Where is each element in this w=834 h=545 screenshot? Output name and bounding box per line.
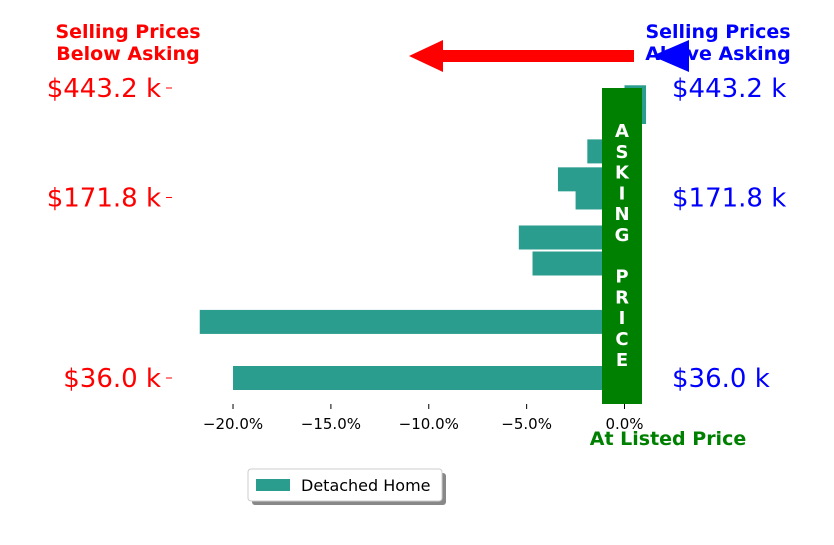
bars xyxy=(199,85,647,390)
y-tick-label-right-0: $36.0 k xyxy=(672,364,770,394)
asking-letter-3: I xyxy=(619,183,626,204)
x-tick-label-1: −15.0% xyxy=(301,415,361,433)
bar-0 xyxy=(233,366,625,390)
left-header-line-1: Selling Prices xyxy=(55,21,200,43)
asking-letter-9: I xyxy=(619,308,626,329)
bar-1 xyxy=(199,309,625,334)
y-tick-label-left-2: $443.2 k xyxy=(47,74,161,104)
asking-letter-7: P xyxy=(615,267,628,288)
legend-swatch xyxy=(256,479,290,491)
x-tick-label-3: −5.0% xyxy=(501,415,552,433)
x-tick-label-2: −10.0% xyxy=(399,415,459,433)
asking-letter-5: G xyxy=(615,225,630,246)
y-tick-label-left-0: $36.0 k xyxy=(63,364,161,394)
x-axis-label: At Listed Price xyxy=(590,428,746,450)
asking-letter-11: E xyxy=(616,350,628,371)
asking-price-band xyxy=(602,88,642,404)
legend-label: Detached Home xyxy=(301,476,431,495)
asking-letter-8: R xyxy=(615,287,629,308)
asking-letter-2: K xyxy=(615,163,630,184)
asking-letter-1: S xyxy=(616,142,629,163)
y-ticks-right: $36.0 k $171.8 k $443.2 k xyxy=(672,74,786,394)
legend: Detached Home xyxy=(247,468,446,505)
legend-box xyxy=(247,468,443,502)
y-tick-label-left-1: $171.8 k xyxy=(47,183,161,213)
asking-letter-4: N xyxy=(614,204,629,225)
asking-letter-0: A xyxy=(615,121,629,142)
asking-letter-10: C xyxy=(615,329,628,350)
arrows xyxy=(409,40,689,72)
left-header-line-2: Below Asking xyxy=(56,43,199,65)
y-tick-label-right-2: $443.2 k xyxy=(672,74,786,104)
left-arrow xyxy=(409,40,634,72)
right-arrow xyxy=(652,40,689,72)
x-ticks: −20.0% −15.0% −10.0% −5.0% 0.0% xyxy=(203,404,644,433)
x-tick-label-4: 0.0% xyxy=(605,415,643,433)
x-tick-label-0: −20.0% xyxy=(203,415,263,433)
right-header-line-1: Selling Prices xyxy=(645,21,790,43)
y-tick-label-right-1: $171.8 k xyxy=(672,183,786,213)
y-ticks-left: $36.0 k $171.8 k $443.2 k xyxy=(47,74,172,394)
